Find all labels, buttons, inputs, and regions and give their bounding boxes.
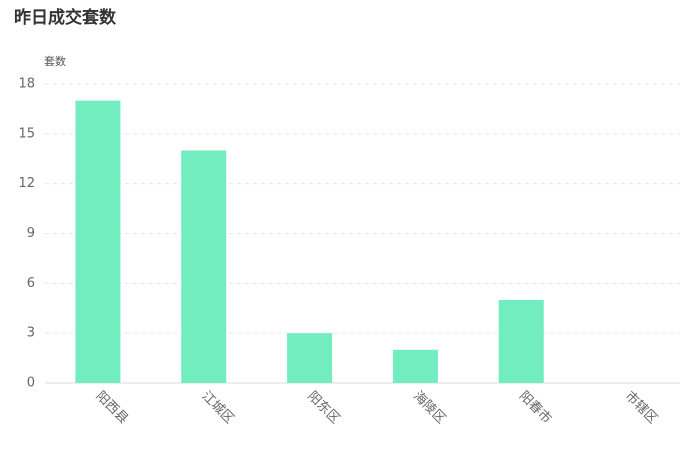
bar <box>287 333 333 383</box>
y-tick-label: 0 <box>27 376 35 391</box>
y-tick-label: 18 <box>18 77 35 92</box>
bar <box>75 100 121 383</box>
x-tick-label: 阳东区 <box>304 389 342 427</box>
chart-title: 昨日成交套数 <box>14 7 117 28</box>
y-tick-label: 3 <box>27 326 35 341</box>
y-axis-label: 套数 <box>44 55 66 68</box>
x-tick-label: 阳春市 <box>516 388 555 427</box>
x-tick-label: 江城区 <box>198 389 236 427</box>
y-tick-label: 15 <box>18 126 35 141</box>
y-tick-label: 12 <box>18 176 35 191</box>
x-tick-label: 市辖区 <box>622 388 661 427</box>
x-tick-label: 阳西县 <box>93 389 131 427</box>
y-tick-label: 9 <box>27 226 35 241</box>
y-tick-label: 6 <box>27 276 35 291</box>
x-tick-label: 海陵区 <box>410 389 448 427</box>
bar <box>392 349 438 383</box>
bar <box>181 150 227 383</box>
bar <box>498 299 544 383</box>
